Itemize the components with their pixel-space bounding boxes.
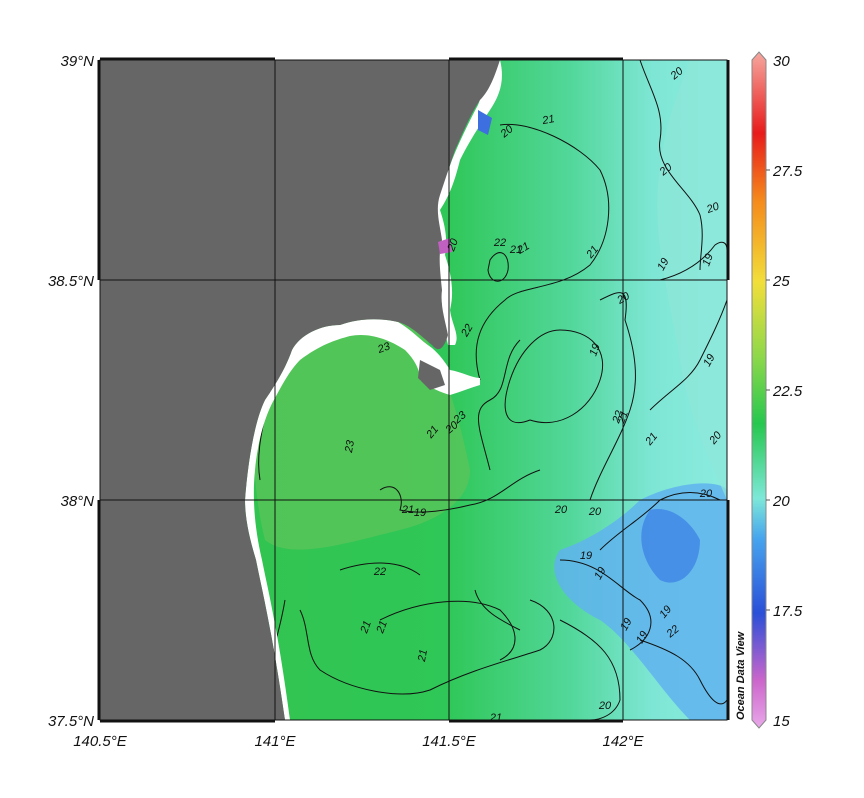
contour-label: 19 [414,507,426,519]
frame-ticks [97,57,730,723]
colorbar-tick-20: 20 [772,493,790,510]
contour-label: 20 [598,700,612,712]
contour-label: 20 [588,506,602,518]
lon-label-141: 141°E [254,733,296,750]
colorbar-tick-15: 15 [773,713,790,730]
plot-frame [99,59,728,721]
contour-label: 19 [700,252,715,268]
contour-label: 19 [587,342,602,358]
contour-label: 23 [375,340,392,356]
colorbar-tick-17-5: 17.5 [773,603,803,620]
lat-label-38: 38°N [60,493,94,510]
contour-label: 22 [459,322,476,339]
contour-label: 23 [343,439,357,455]
lat-label-39: 39°N [60,53,94,70]
lon-label-142: 142°E [602,733,644,750]
contour-label: 19 [592,565,609,582]
contour-label: 21 [615,409,631,426]
land-inlet [418,360,445,390]
contour-label: 19 [634,629,651,646]
colorbar: 30 27.5 25 22.5 20 17.5 15 [751,51,803,730]
contour-label: 22 [493,237,506,249]
land-mass [100,60,500,720]
warm-bay-patch [253,315,470,550]
cold-inlet-north [478,110,492,135]
contour-label: 21 [509,244,522,256]
lat-label-37-5: 37.5°N [48,713,94,730]
contour-label: 21 [514,240,531,257]
contour-label: 19 [701,352,718,369]
contour-label: 22 [610,409,626,426]
contour-label: 20 [445,236,461,253]
colorbar-tick-22-5: 22.5 [772,383,803,400]
lon-label-141-5: 141.5°E [422,733,477,750]
colorbar-tick-27-5: 27.5 [772,163,803,180]
colorbar-tick-30: 30 [773,53,790,70]
contour-label: 21 [416,648,430,663]
ocean-data-view-watermark: Ocean Data View [735,630,747,720]
colorbar-tick-25: 25 [772,273,790,290]
colorbar-gradient [751,51,767,729]
contour-label: 21 [540,113,555,127]
contour-label: 19 [618,616,635,633]
lon-label-140-5: 140.5°E [73,733,128,750]
cold-core-patch [641,509,700,583]
contour-label: 21 [374,619,390,636]
contour-label: 21 [358,619,374,636]
contour-label: 22 [373,566,386,578]
contour-label: 19 [655,256,672,273]
contour-label: 20 [699,488,713,500]
contour-label: 20 [704,200,721,216]
contour-label: 21 [401,504,414,516]
lat-label-38-5: 38.5°N [48,273,94,290]
contour-label: 20 [554,504,568,516]
contour-label: 19 [580,550,592,562]
map-plot-area [100,60,727,720]
graticule [100,60,727,720]
